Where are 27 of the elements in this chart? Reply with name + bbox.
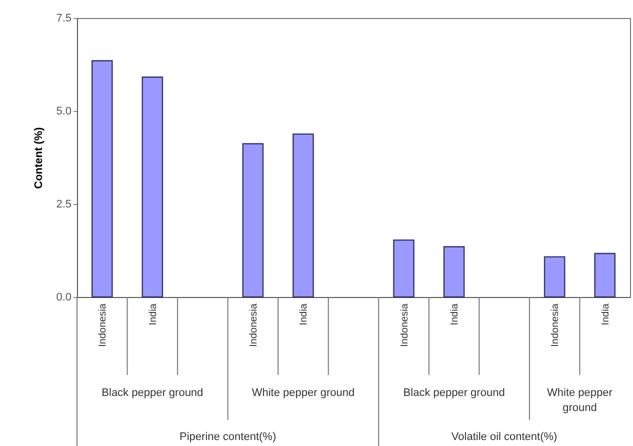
bar (393, 239, 414, 298)
bar (242, 143, 264, 298)
y-tick-label: 7.5 (56, 12, 72, 24)
x-tick-label: India (148, 303, 159, 326)
bar (292, 133, 314, 298)
text: Black pepper ground (102, 387, 204, 399)
x-tick-label: Indonesia (98, 303, 109, 347)
x-tick-label: Indonesia (550, 303, 562, 347)
text: Volatile oil content(%) (451, 431, 558, 443)
text: White pepper ground (547, 387, 613, 414)
x-tick-label: Indonesia (399, 303, 410, 347)
text: White pepper ground (252, 387, 355, 399)
text: Piperine content(%) (180, 431, 276, 443)
y-tick-label: 2.5 (56, 198, 72, 210)
bar (594, 252, 616, 298)
bar (443, 246, 465, 298)
x-tick-label: India (450, 303, 461, 326)
y-tick-label: 0.0 (56, 292, 72, 304)
bar (544, 256, 566, 298)
x-tick-label: India (600, 303, 612, 326)
y-tick-label: 5.0 (56, 106, 72, 118)
x-tick-label: Indonesia (248, 303, 260, 347)
text: Black pepper ground (403, 387, 505, 399)
bar (142, 76, 164, 298)
x-tick-label: India (298, 303, 310, 326)
y-axis-title: Content (%) (33, 126, 46, 189)
bar (91, 60, 113, 298)
